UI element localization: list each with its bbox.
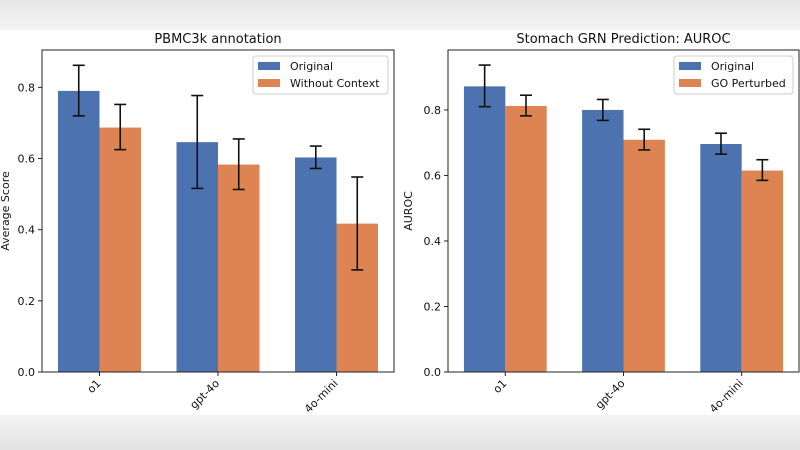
error-bar <box>72 64 85 117</box>
bar-original-gpt-4o <box>582 109 624 372</box>
legend-label: Original <box>711 60 754 73</box>
blurred-bottom-band <box>0 415 800 450</box>
error-bar <box>478 64 491 108</box>
legend-swatch <box>679 62 701 70</box>
legend-swatch <box>258 79 280 87</box>
error-bar <box>638 128 651 151</box>
bar-original-4o-mini <box>700 144 742 372</box>
y-tick-label: 0.4 <box>18 224 36 237</box>
y-tick-label: 0.6 <box>18 153 36 166</box>
x-tick-label: 4o-mini <box>302 377 341 416</box>
legend-label: GO Perturbed <box>711 77 786 90</box>
x-tick-label: o1 <box>85 377 104 396</box>
error-bar <box>309 145 322 170</box>
bar-go-perturbed-gpt-4o <box>623 139 665 372</box>
y-tick-label: 0.0 <box>18 366 36 379</box>
legend-label: Original <box>290 60 333 73</box>
x-tick-label: o1 <box>491 377 510 396</box>
y-tick-label: 0.8 <box>424 104 442 117</box>
chart-title: PBMC3k annotation <box>154 32 281 47</box>
x-tick-label: 4o-mini <box>707 377 746 416</box>
x-tick-label: gpt-4o <box>187 377 222 412</box>
error-bar <box>191 94 204 190</box>
y-tick-label: 0.8 <box>18 81 36 94</box>
legend-label: Without Context <box>290 77 380 90</box>
bar-original-4o-mini <box>295 157 337 372</box>
error-bar <box>351 176 364 271</box>
chart-panel-1: 0.0 0.2 0.4 0.6 0.8 o1 gpt-4o 4o-mini PBMC3k ann… <box>0 32 395 416</box>
bar-without-context-o1 <box>99 127 141 373</box>
error-bar <box>520 94 532 117</box>
legend: Original GO Perturbed <box>673 55 794 95</box>
bar-go-perturbed-o1 <box>505 106 547 372</box>
y-tick-label: 0.6 <box>424 169 442 182</box>
chart-title: Stomach GRN Prediction: AUROC <box>516 32 730 47</box>
bar-original-o1 <box>463 86 506 373</box>
y-axis-label: AUROC <box>402 191 415 231</box>
error-bar <box>114 103 127 151</box>
error-bar <box>756 158 769 182</box>
error-bar <box>232 138 245 191</box>
y-axis-label: Average Score <box>0 171 12 251</box>
y-tick-label: 0.2 <box>424 300 442 313</box>
bar-go-perturbed-4o-mini <box>741 170 784 372</box>
bar-original-o1 <box>58 90 100 373</box>
y-tick-label: 0.2 <box>18 295 36 308</box>
legend-swatch <box>679 79 701 87</box>
error-bar <box>596 98 609 122</box>
error-bar <box>715 132 727 155</box>
legend-box <box>252 55 389 95</box>
chart-panel-2: 0.0 0.2 0.4 0.6 0.8 o1 gpt-4o 4o-mini Stomach GR… <box>402 32 800 416</box>
legend-swatch <box>258 62 280 70</box>
x-tick-label: gpt-4o <box>593 377 628 412</box>
legend-box <box>673 55 794 95</box>
bar-without-context-gpt-4o <box>218 164 260 372</box>
y-tick-label: 0.4 <box>424 235 442 248</box>
legend: Original Without Context <box>252 55 389 95</box>
y-tick-label: 0.0 <box>424 366 442 379</box>
blurred-top-band <box>0 0 800 30</box>
